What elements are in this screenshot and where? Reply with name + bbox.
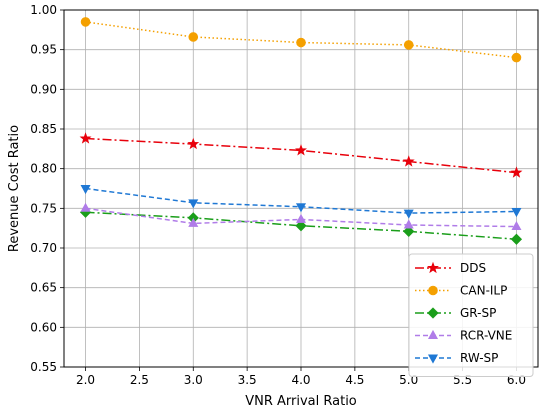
data-point-rcr-vne bbox=[295, 213, 307, 223]
legend-marker bbox=[428, 285, 438, 296]
y-tick-label: 0.80 bbox=[30, 162, 57, 176]
data-point-can-ilp bbox=[80, 17, 91, 27]
y-tick-label: 0.70 bbox=[30, 241, 57, 255]
x-tick-label: 4.5 bbox=[345, 373, 364, 387]
x-tick-label: 3.0 bbox=[184, 373, 203, 387]
data-point-gr-sp bbox=[403, 225, 415, 237]
x-tick-label: 3.5 bbox=[238, 373, 257, 387]
data-point-can-ilp bbox=[511, 52, 522, 63]
legend-marker bbox=[427, 354, 439, 364]
y-tick-label: 0.75 bbox=[30, 201, 57, 215]
legend-label: DDS bbox=[460, 261, 486, 275]
data-point-dds bbox=[510, 166, 523, 178]
y-tick-label: 0.90 bbox=[30, 82, 57, 96]
x-axis-label: VNR Arrival Ratio bbox=[245, 394, 357, 409]
data-point-rcr-vne bbox=[511, 221, 522, 231]
data-point-can-ilp bbox=[188, 32, 199, 42]
series-layer bbox=[79, 17, 523, 245]
series-can-ilp bbox=[80, 17, 522, 63]
data-point-gr-sp bbox=[510, 233, 523, 245]
legend-box bbox=[408, 253, 534, 377]
data-point-can-ilp bbox=[403, 40, 414, 50]
data-point-dds bbox=[79, 132, 92, 144]
y-tick-label: 0.55 bbox=[30, 360, 57, 374]
legend-marker bbox=[427, 329, 439, 339]
legend-label: CAN-ILP bbox=[460, 284, 507, 298]
series-rcr-vne bbox=[80, 202, 522, 231]
legend-marker bbox=[427, 261, 439, 274]
data-point-dds bbox=[402, 155, 415, 167]
x-tick-label: 4.0 bbox=[291, 373, 310, 387]
x-tick-label: 2.5 bbox=[130, 373, 149, 387]
legend-marker bbox=[427, 307, 439, 319]
data-point-rw-sp bbox=[188, 199, 199, 209]
y-tick-label: 0.95 bbox=[30, 43, 57, 57]
data-point-rcr-vne bbox=[80, 202, 91, 212]
x-tick-label: 2.0 bbox=[76, 373, 95, 387]
series-rw-sp bbox=[80, 185, 522, 219]
y-tick-label: 0.65 bbox=[30, 281, 57, 295]
legend-label: RCR-VNE bbox=[460, 329, 512, 343]
data-point-gr-sp bbox=[295, 220, 307, 232]
y-tick-label: 0.60 bbox=[30, 320, 57, 334]
legend-label: RW-SP bbox=[460, 351, 498, 365]
data-point-dds bbox=[187, 137, 200, 150]
axis-ticks: 2.0 2.5 3.0 3.5 4.0 4.5 5.0 5.5 6.00.550.600.650… bbox=[30, 3, 526, 387]
legend-item-dds: DDS bbox=[415, 261, 486, 275]
legend-item-rw-sp: RW-SP bbox=[415, 351, 498, 365]
y-tick-label: 0.85 bbox=[30, 122, 57, 136]
series-dds bbox=[79, 132, 523, 178]
series-line-gr-sp bbox=[85, 211, 517, 241]
data-point-rcr-vne bbox=[403, 219, 414, 229]
y-axis-label: Revenue Cost Ratio bbox=[7, 125, 22, 252]
legend: DDS CAN-ILP GR-SP RCR-VNE RW-SP bbox=[408, 253, 534, 377]
legend-item-can-ilp: CAN-ILP bbox=[415, 284, 507, 298]
data-point-dds bbox=[295, 144, 307, 156]
legend-item-rcr-vne: RCR-VNE bbox=[415, 329, 512, 343]
series-line-dds bbox=[85, 137, 517, 174]
data-point-rw-sp bbox=[511, 208, 522, 218]
data-point-can-ilp bbox=[296, 37, 306, 48]
data-point-rw-sp bbox=[403, 209, 414, 219]
data-point-rw-sp bbox=[80, 185, 91, 195]
y-tick-label: 1.00 bbox=[30, 3, 57, 17]
legend-item-gr-sp: GR-SP bbox=[415, 306, 496, 320]
legend-label: GR-SP bbox=[460, 306, 496, 320]
data-point-rw-sp bbox=[295, 203, 307, 213]
data-point-rcr-vne bbox=[188, 217, 199, 227]
